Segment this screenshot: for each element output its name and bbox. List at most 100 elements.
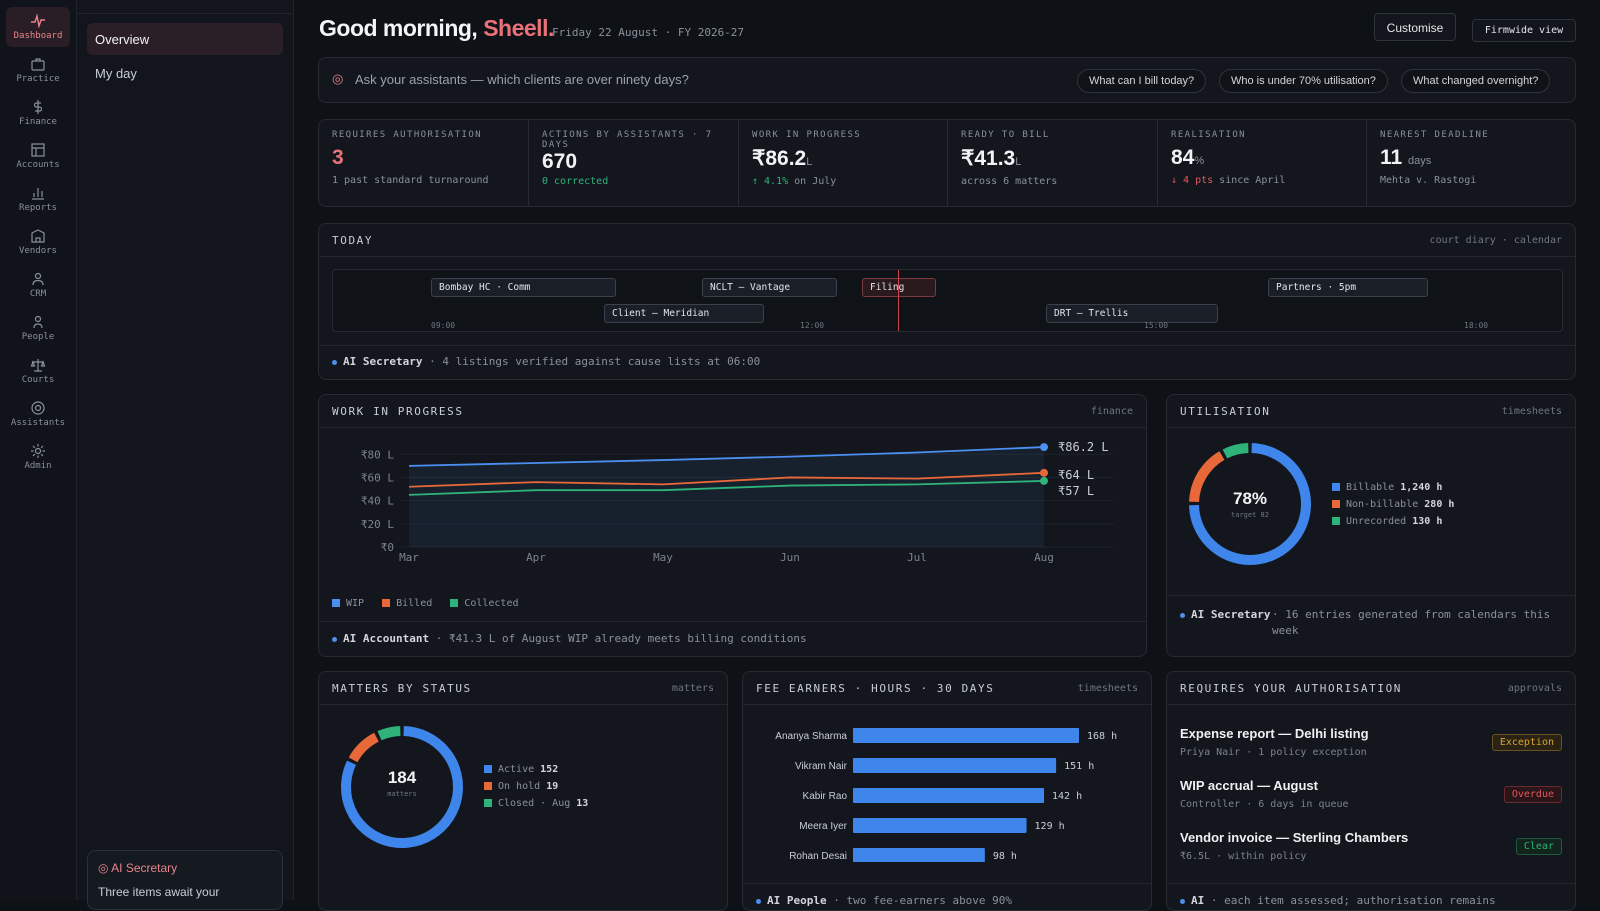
bar — [853, 758, 1057, 773]
bar — [853, 848, 985, 862]
card-text: Three items await your — [98, 885, 220, 899]
agent-name: AI Secretary — [1191, 608, 1271, 621]
series-line-wip — [408, 446, 1045, 467]
kpi-sub: Mehta v. Rastogi — [1380, 175, 1477, 186]
rail-item-crm[interactable]: CRM — [6, 265, 70, 305]
divider — [319, 345, 1575, 346]
rail-item-dashboard[interactable]: Dashboard — [6, 7, 70, 47]
kpi-card[interactable]: WORK IN PROGRESS ₹86.2L ↑ 4.1% on July — [739, 120, 948, 206]
rail-item-courts[interactable]: Courts — [6, 351, 70, 391]
agent-name: AI — [1191, 894, 1205, 907]
divider — [1167, 883, 1575, 884]
item-title: Expense report — Delhi listing — [1180, 726, 1369, 741]
nav-item-overview[interactable]: Overview — [87, 23, 283, 55]
kpi-value: ₹86.2 — [752, 147, 807, 170]
rail-item-people[interactable]: People — [6, 308, 70, 348]
card-title: AI Secretary — [111, 861, 178, 875]
target-icon — [31, 401, 45, 415]
kpi-label: WORK IN PROGRESS — [752, 130, 862, 140]
rail-label: CRM — [29, 289, 47, 299]
panel-tag[interactable]: timesheets — [1501, 406, 1562, 417]
ask-input[interactable]: Ask your assistants — which clients are … — [355, 72, 689, 87]
donut-slice-billable — [1189, 443, 1311, 565]
rail-label: Assistants — [10, 418, 66, 428]
suggestion-chip[interactable]: Who is under 70% utilisation? — [1219, 69, 1388, 93]
y-tick-label: ₹20 L — [361, 518, 394, 531]
rail-item-reports[interactable]: Reports — [6, 179, 70, 219]
timeline: Bombay HC · Comm NCLT — Vantage Filing P… — [332, 269, 1563, 332]
legend-item: Active 152 — [484, 764, 558, 775]
divider — [319, 427, 1146, 428]
suggestion-chip[interactable]: What can I bill today? — [1077, 69, 1207, 93]
time-tick: 12:00 — [800, 321, 825, 330]
divider — [1167, 427, 1575, 428]
donut-center-value: 184 — [387, 768, 417, 787]
timeline-event[interactable]: Filing — [862, 278, 936, 297]
rail-item-accounts[interactable]: Accounts — [6, 136, 70, 176]
x-tick-label: Mar — [399, 551, 419, 564]
rail-label: Admin — [24, 461, 52, 471]
timeline-event[interactable]: Bombay HC · Comm — [431, 278, 616, 297]
kpi-sub: since April — [1213, 175, 1286, 186]
authorisation-item[interactable]: WIP accrual — August Controller · 6 days… — [1180, 778, 1562, 810]
nav-item-my-day[interactable]: My day — [95, 66, 137, 81]
kpi-card[interactable]: ACTIONS BY ASSISTANTS · 7 DAYS 670 0 cor… — [529, 120, 739, 206]
kpi-unit: days — [1408, 155, 1432, 167]
timeline-event[interactable]: NCLT — Vantage — [702, 278, 837, 297]
timeline-event[interactable]: DRT — Trellis — [1046, 304, 1218, 323]
kpi-sub: across 6 matters — [961, 176, 1058, 187]
panel-title: REQUIRES YOUR AUTHORISATION — [1180, 682, 1403, 695]
footer-text: · 16 entries generated from calendars th… — [1272, 608, 1551, 637]
x-tick-label: May — [653, 551, 673, 564]
kpi-unit: % — [1194, 155, 1205, 167]
authorisation-item[interactable]: Expense report — Delhi listing Priya Nai… — [1180, 726, 1562, 758]
rail-item-admin[interactable]: Admin — [6, 437, 70, 477]
panel-tag[interactable]: timesheets — [1077, 683, 1138, 694]
rail-item-vendors[interactable]: Vendors — [6, 222, 70, 262]
rail-item-finance[interactable]: Finance — [6, 93, 70, 133]
kpi-card[interactable]: REQUIRES AUTHORISATION 3 1 past standard… — [319, 120, 529, 206]
assistant-footer: AI Secretary · 4 listings verified again… — [332, 355, 760, 368]
kpi-value: ₹41.3 — [961, 147, 1016, 170]
gear-icon — [31, 444, 45, 458]
authorisation-item[interactable]: Vendor invoice — Sterling Chambers ₹6.5L… — [1180, 830, 1562, 862]
now-indicator — [898, 270, 899, 331]
suggestion-chip[interactable]: What changed overnight? — [1401, 69, 1551, 93]
kpi-value: 84 — [1171, 146, 1195, 169]
legend-item: On hold 19 — [484, 781, 558, 792]
wip-area — [409, 447, 1044, 547]
panel-tag[interactable]: finance — [1090, 406, 1133, 417]
assistant-ask-bar[interactable]: ◎ Ask your assistants — which clients ar… — [318, 57, 1576, 103]
series-line-billed — [408, 471, 1045, 488]
rail-item-practice[interactable]: Practice — [6, 50, 70, 90]
scales-icon — [30, 359, 46, 372]
assistant-footer: AI Secretary — [1180, 607, 1280, 623]
kpi-card[interactable]: READY TO BILL ₹41.3L across 6 matters — [948, 120, 1158, 206]
bar-category-label: Ananya Sharma — [775, 731, 847, 742]
footer-text: · each item assessed; authorisation rema… — [1210, 894, 1496, 907]
ai-secretary-card[interactable]: ◎ AI Secretary Three items await your — [87, 850, 283, 910]
timeline-event[interactable]: Partners · 5pm — [1268, 278, 1428, 297]
kpi-strip: REQUIRES AUTHORISATION 3 1 past standard… — [318, 119, 1576, 207]
rail-item-assistants[interactable]: Assistants — [6, 394, 70, 434]
panel-tag[interactable]: court diary · calendar — [1429, 235, 1562, 246]
timeline-event[interactable]: Client — Meridian — [604, 304, 764, 323]
panel-tag[interactable]: approvals — [1507, 683, 1562, 694]
firmwide-view-button[interactable]: Firmwide view — [1472, 19, 1576, 42]
building-icon — [31, 229, 45, 243]
donut-slice-closed-aug — [377, 726, 401, 741]
rail-label: Dashboard — [13, 31, 63, 41]
y-tick-label: ₹60 L — [361, 471, 394, 484]
chart-legend: WIP Billed Collected — [332, 598, 519, 609]
bar-value-label: 142 h — [1052, 791, 1082, 802]
kpi-label: READY TO BILL — [961, 130, 1050, 140]
customise-button[interactable]: Customise — [1374, 13, 1456, 41]
kpi-card[interactable]: REALISATION 84% ↓ 4 pts since April — [1158, 120, 1367, 206]
panel-title: TODAY — [332, 234, 374, 247]
panel-tag[interactable]: matters — [671, 683, 714, 694]
kpi-card[interactable]: NEAREST DEADLINE 11 days Mehta v. Rastog… — [1367, 120, 1575, 206]
agent-name: AI People — [767, 894, 827, 907]
icon-rail: Dashboard Practice Finance Accounts Repo… — [0, 0, 77, 900]
item-meta: Priya Nair · 1 policy exception — [1180, 747, 1367, 758]
bar-category-label: Kabir Rao — [803, 791, 848, 802]
